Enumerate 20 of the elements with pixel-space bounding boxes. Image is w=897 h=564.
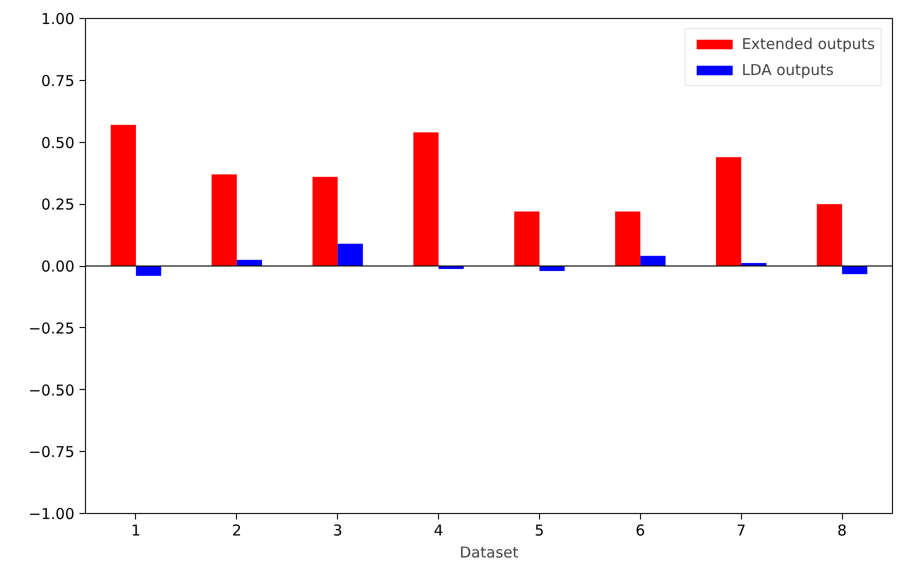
x-tick-label: 6 <box>636 522 646 540</box>
y-tick-label: −0.25 <box>28 319 74 338</box>
legend-label: Extended outputs <box>742 35 875 53</box>
y-tick-label: −0.50 <box>28 381 74 400</box>
y-tick-label: −1.00 <box>28 505 74 523</box>
x-tick-label: 5 <box>534 522 544 540</box>
y-tick-label: 1.00 <box>41 10 75 28</box>
x-tick-label: 4 <box>434 522 444 540</box>
y-tick-label: 0.25 <box>41 196 75 214</box>
x-tick-label: 3 <box>332 522 342 540</box>
y-tick-label: 0.00 <box>41 258 75 276</box>
y-tick-label: 0.75 <box>41 72 75 90</box>
y-tick-label: −0.75 <box>28 443 74 462</box>
legend-label: LDA outputs <box>742 61 834 79</box>
x-tick-label: 8 <box>837 522 847 540</box>
y-tick-label: 0.50 <box>41 134 75 152</box>
x-axis-title: Dataset <box>460 544 518 562</box>
x-tick-label: 7 <box>736 522 746 540</box>
x-tick-label: 2 <box>232 522 242 540</box>
x-tick-label: 1 <box>131 522 141 540</box>
